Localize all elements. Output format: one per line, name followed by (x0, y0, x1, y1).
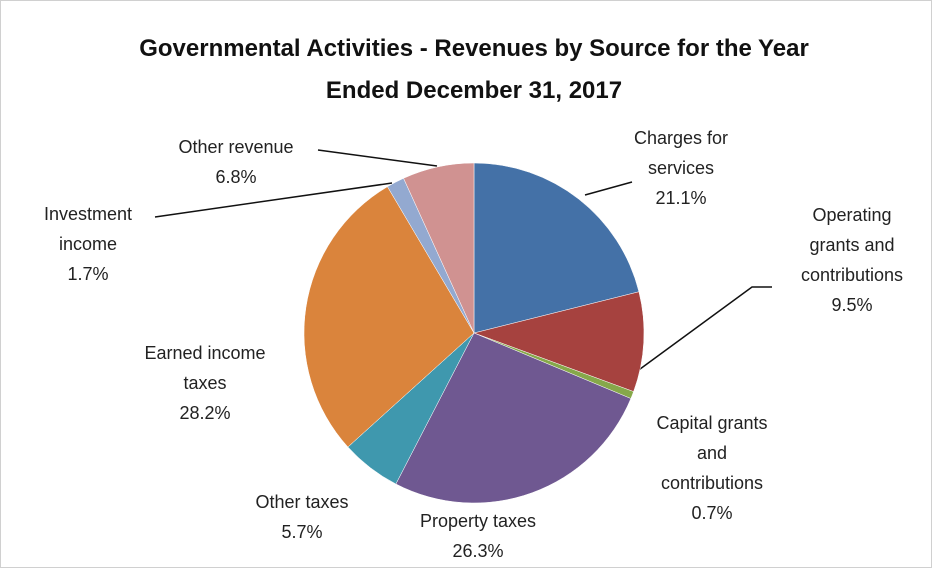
chart-title: Governmental Activities - Revenues by So… (139, 35, 809, 104)
pie-slice (473, 291, 645, 392)
value-label: 26.3% (452, 541, 504, 561)
slice-label: Property taxes 26.3% (378, 506, 578, 566)
value-label: 28.2% (179, 403, 231, 423)
value-label: 5.7% (281, 522, 323, 542)
leader-line (635, 286, 772, 373)
category-name: Operating grants and contributions (800, 205, 904, 285)
slice-label: Charges for services 21.1% (616, 123, 746, 213)
pie-slice (403, 162, 475, 334)
leader-line (584, 181, 633, 196)
pie-slice (303, 186, 475, 448)
slice-label: Other taxes 5.7% (202, 487, 402, 547)
leader-line (317, 149, 438, 167)
category-name: Earned income taxes (144, 343, 266, 393)
slice-label: Other revenue 6.8% (136, 132, 336, 192)
pie-slice (473, 162, 640, 334)
value-label: 21.1% (655, 188, 707, 208)
slice-label: Investment income 1.7% (33, 199, 143, 289)
category-name: Capital grants and contributions (656, 413, 768, 493)
category-name: Charges for services (633, 128, 729, 178)
category-name: Other revenue (178, 137, 294, 157)
pie-slice (395, 332, 632, 504)
category-name: Other taxes (255, 492, 349, 512)
category-name: Property taxes (419, 511, 537, 531)
value-label: 9.5% (831, 295, 873, 315)
category-name: Investment income (43, 204, 133, 254)
slice-label: Earned income taxes 28.2% (130, 338, 280, 428)
value-label: 0.7% (691, 503, 733, 523)
value-label: 1.7% (67, 264, 109, 284)
slice-label: Capital grants and contributions 0.7% (647, 408, 777, 528)
slice-label: Operating grants and contributions 9.5% (787, 200, 917, 320)
leader-line (154, 182, 393, 218)
value-label: 6.8% (215, 167, 257, 187)
